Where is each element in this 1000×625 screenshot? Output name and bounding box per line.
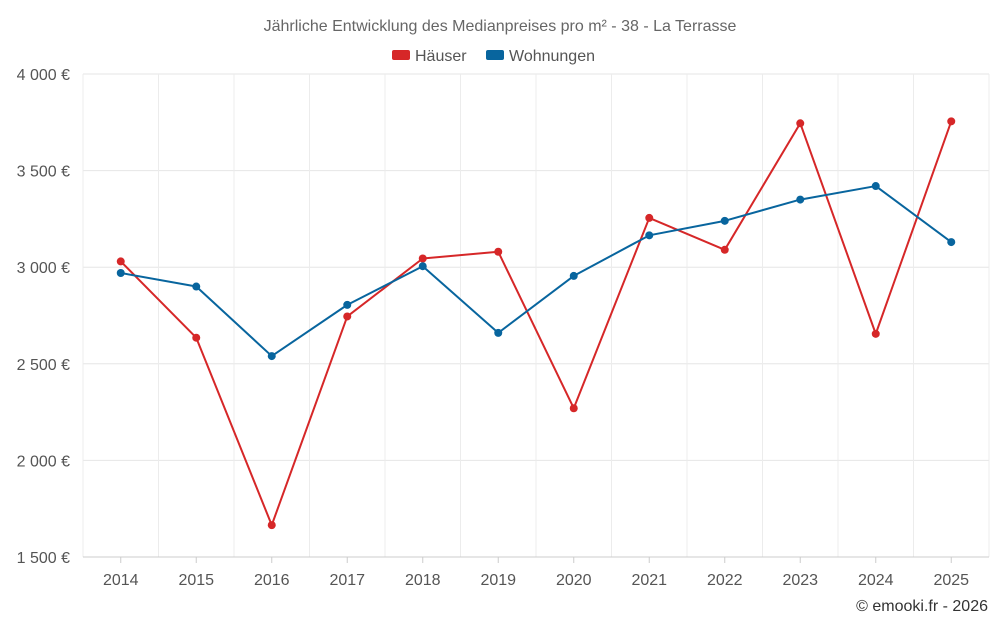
series-1 [116,117,956,530]
data-point[interactable] [418,262,427,271]
data-point[interactable] [947,238,956,247]
legend-item-2[interactable]: Wohnungen [486,48,595,65]
data-point[interactable] [796,195,805,204]
y-tick-label: 3 000 € [17,260,70,277]
series-line [120,185,952,358]
data-point[interactable] [947,117,956,126]
data-point[interactable] [645,231,654,240]
x-tick-label: 2024 [858,572,894,589]
x-tick-label: 2020 [556,572,592,589]
data-point[interactable] [116,257,125,266]
y-tick-label: 4 000 € [17,67,70,84]
y-tick-label: 2 500 € [17,357,70,374]
data-point[interactable] [192,333,201,342]
legend-swatch [486,50,504,60]
data-point[interactable] [343,312,352,321]
data-point[interactable] [267,352,276,361]
x-tick-label: 2018 [405,572,441,589]
x-tick-label: 2016 [254,572,290,589]
y-axis: 1 500 € 2 000 € 2 500 € 3 000 € 3 500 € 4 000… [17,67,70,567]
copyright-text: © emooki.fr - 2026 [856,598,988,615]
y-tick-label: 2 000 € [17,453,70,470]
data-point[interactable] [796,119,805,128]
y-tick-label: 3 500 € [17,164,70,181]
data-point[interactable] [343,300,352,309]
grid [82,73,990,558]
legend-label: Wohnungen [509,48,595,65]
series-2 [116,182,956,361]
x-tick-label: 2023 [782,572,818,589]
legend-item-1[interactable]: Häuser [392,48,467,65]
series-line [120,120,953,527]
data-point[interactable] [871,182,880,191]
data-point[interactable] [720,216,729,225]
x-axis: 2014 2015 2016 2017 2018 2019 2020 2021 2022 2023… [103,557,969,589]
x-tick-label: 2014 [103,572,139,589]
data-point[interactable] [192,282,201,291]
x-tick-label: 2015 [178,572,214,589]
data-point[interactable] [494,247,503,256]
x-tick-label: 2017 [329,572,365,589]
chart-title: Jährliche Entwicklung des Medianpreises … [264,18,737,35]
data-point[interactable] [569,404,578,413]
data-point[interactable] [871,329,880,338]
legend-swatch [392,50,410,60]
x-tick-label: 2025 [933,572,969,589]
y-tick-label: 1 500 € [17,550,70,567]
data-point[interactable] [645,213,654,222]
legend-label: Häuser [415,48,467,65]
data-point[interactable] [418,254,427,263]
data-point[interactable] [116,268,125,277]
data-point[interactable] [569,271,578,280]
series-layer [116,117,956,530]
data-point[interactable] [494,328,503,337]
x-tick-label: 2021 [631,572,667,589]
data-point[interactable] [720,245,729,254]
data-point[interactable] [267,521,276,530]
x-tick-label: 2019 [480,572,516,589]
legend[interactable]: Häuser Wohnungen [392,48,595,65]
x-tick-label: 2022 [707,572,743,589]
